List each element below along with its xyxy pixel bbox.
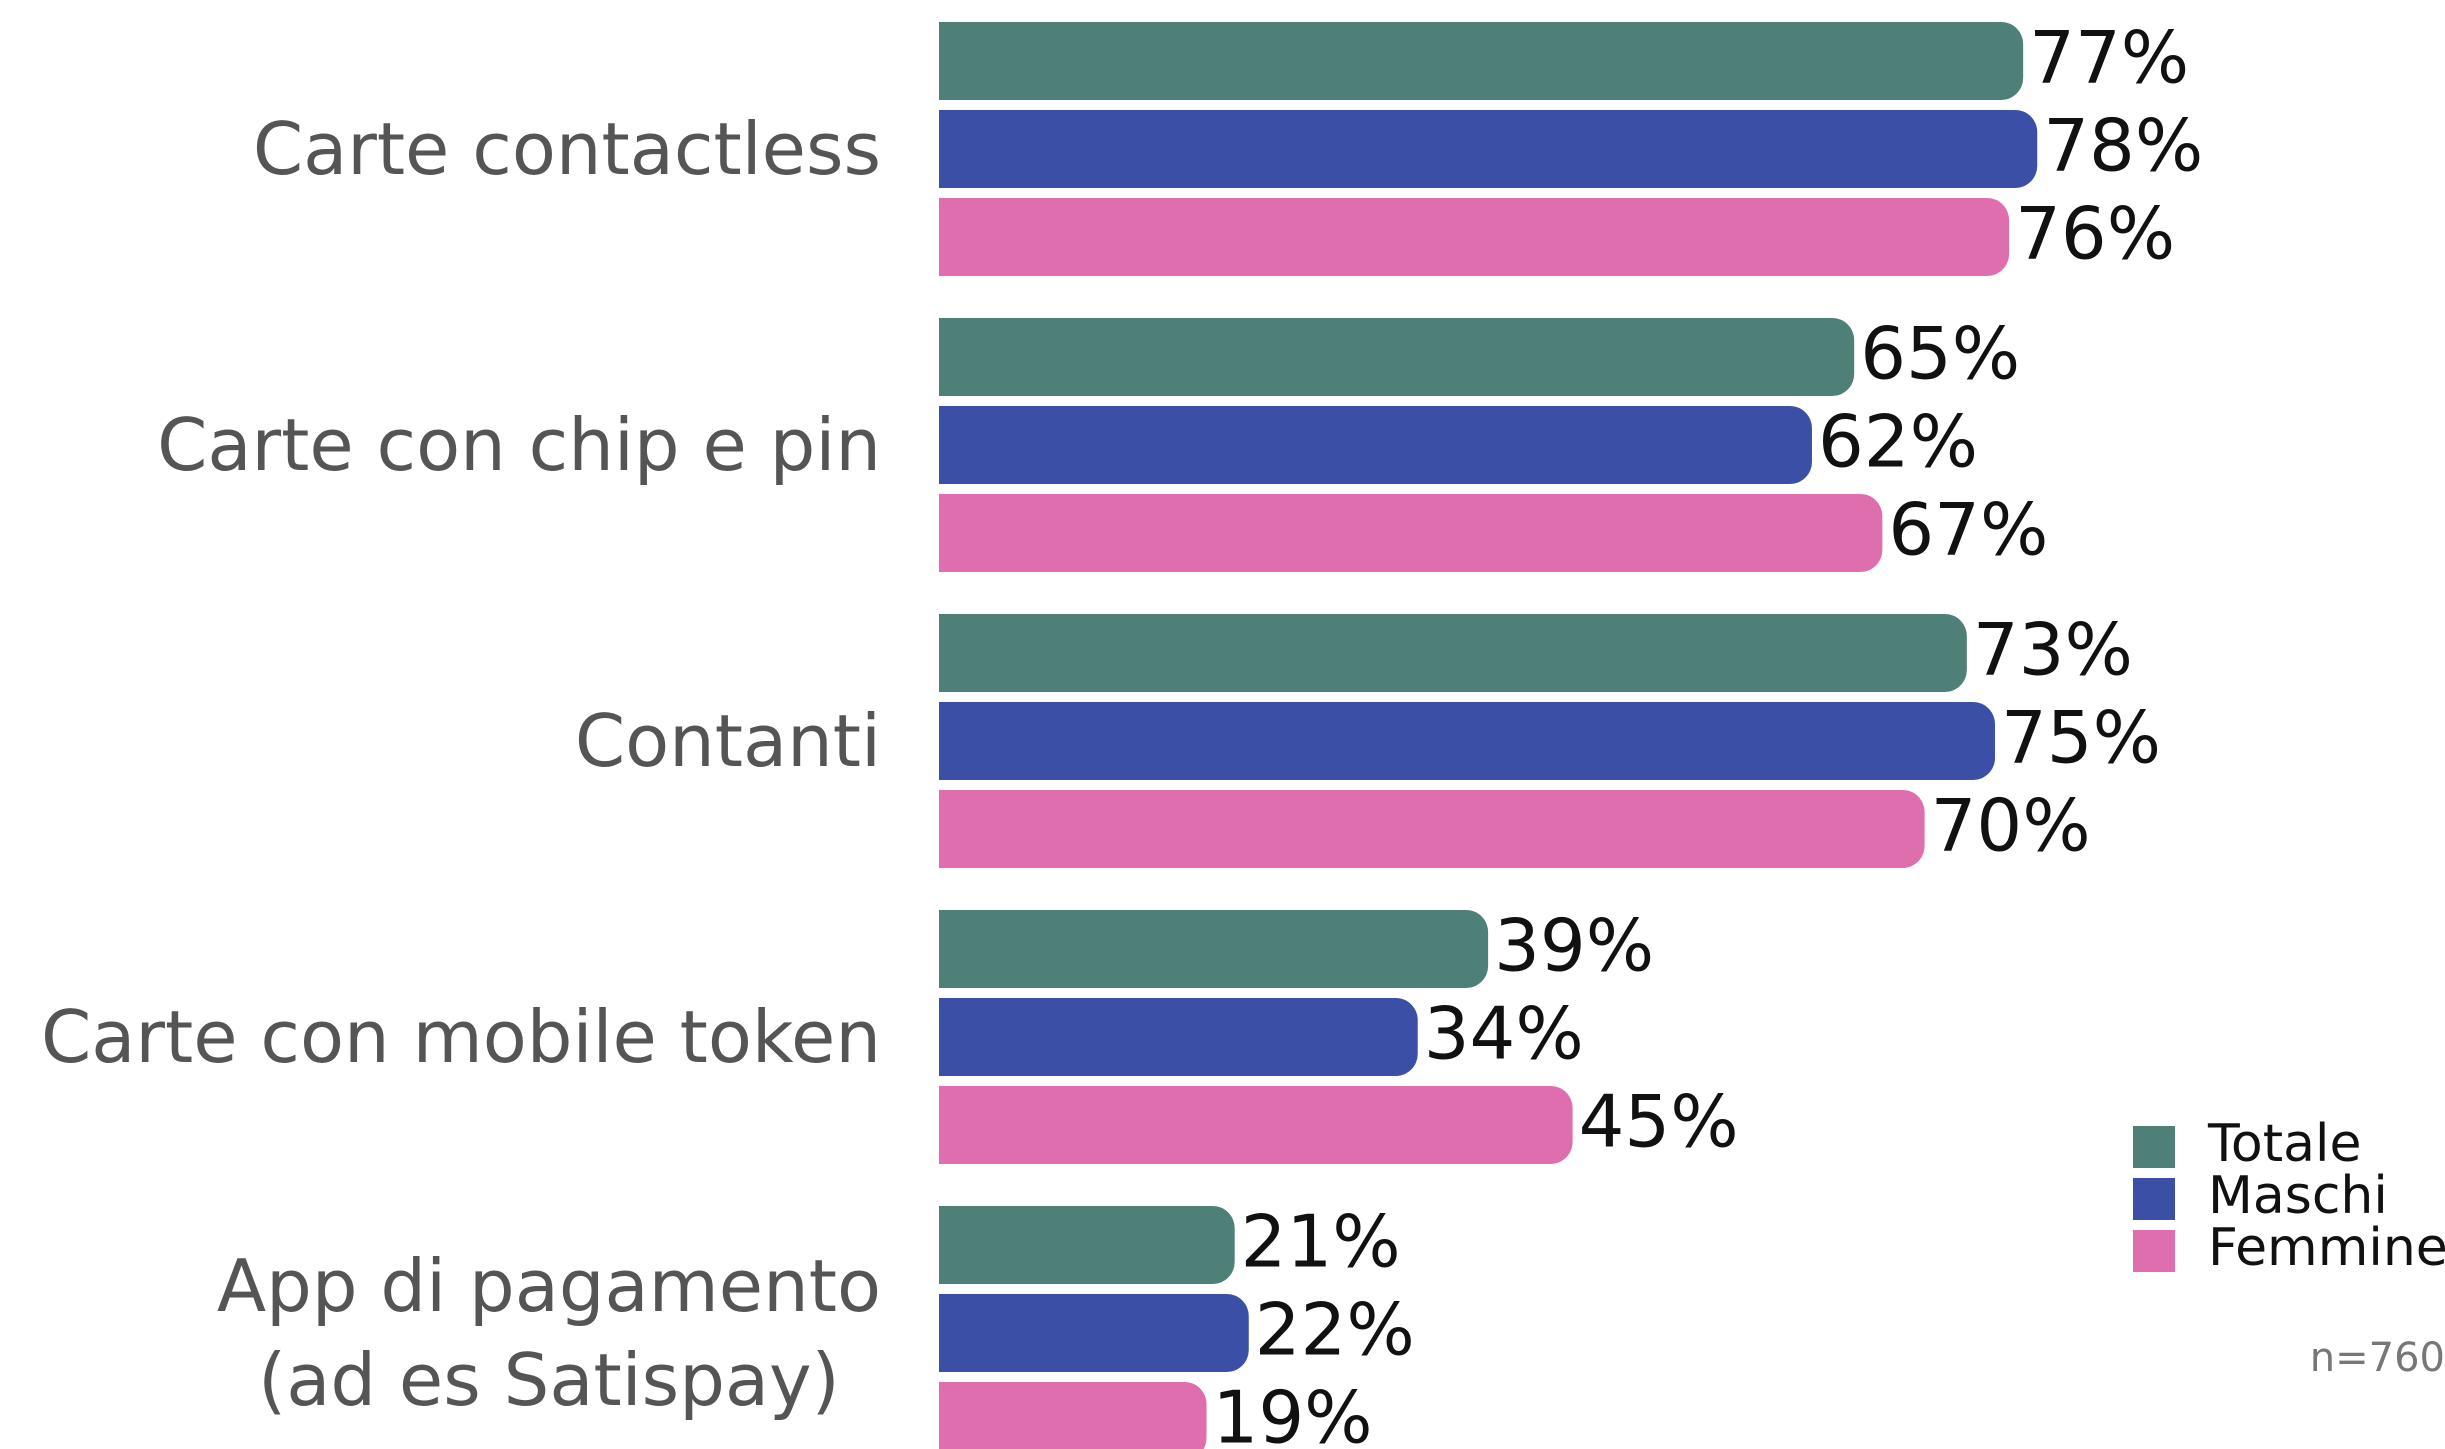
category-label: App di pagamento (ad es Satispay): [216, 1244, 881, 1422]
legend-label: Maschi: [2208, 1166, 2388, 1226]
value-label: 45%: [1579, 1080, 1739, 1164]
bar: [939, 910, 1489, 988]
category-label: Carte contactless: [252, 107, 881, 191]
value-label: 70%: [1931, 784, 2091, 868]
bar: [939, 614, 1967, 692]
annotation: n=760: [2310, 1335, 2445, 1381]
legend-swatch: [2133, 1230, 2175, 1272]
legend-swatch: [2133, 1178, 2175, 1220]
bar: [939, 1382, 1207, 1449]
bar: [939, 110, 2038, 188]
value-label: 76%: [2015, 192, 2175, 276]
value-label: 34%: [1424, 992, 1584, 1076]
bar: [939, 998, 1418, 1076]
bar: [939, 22, 2024, 100]
bar: [939, 790, 1925, 868]
legend-label: Totale: [2207, 1114, 2361, 1174]
value-label: 77%: [2029, 16, 2189, 100]
value-label: 67%: [1888, 488, 2048, 572]
category-label: Carte con chip e pin: [157, 403, 881, 487]
value-label: 19%: [1213, 1376, 1373, 1449]
bar: [939, 198, 2010, 276]
legend-swatch: [2133, 1126, 2175, 1168]
value-label: 75%: [2001, 696, 2161, 780]
bar: [939, 494, 1883, 572]
value-label: 73%: [1973, 608, 2133, 692]
value-label: 39%: [1494, 904, 1654, 988]
bar: [939, 1086, 1573, 1164]
value-label: 78%: [2043, 104, 2203, 188]
bar: [939, 1294, 1249, 1372]
value-label: 62%: [1818, 400, 1978, 484]
bar: [939, 406, 1812, 484]
category-label: Carte con mobile token: [41, 995, 881, 1079]
bar: [939, 702, 1995, 780]
bar: [939, 1206, 1235, 1284]
value-label: 21%: [1241, 1200, 1401, 1284]
value-label: 65%: [1860, 312, 2020, 396]
category-label: Contanti: [574, 699, 881, 783]
bar: [939, 318, 1855, 396]
value-label: 22%: [1255, 1288, 1415, 1372]
legend-label: Femmine: [2208, 1218, 2445, 1278]
